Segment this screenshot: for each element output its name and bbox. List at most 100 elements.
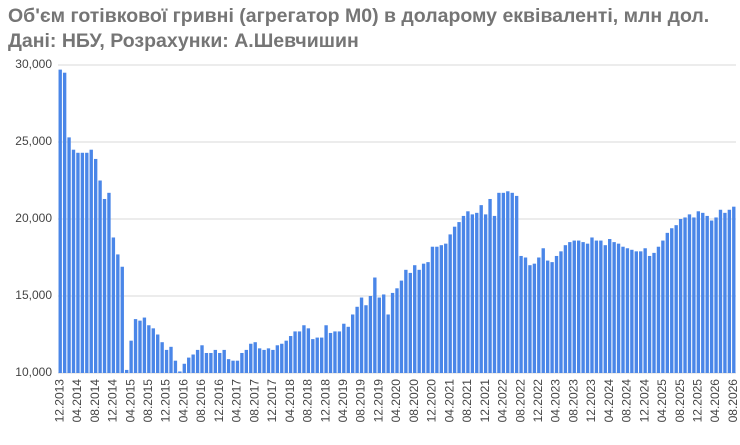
x-tick-label: 12.2025	[691, 379, 705, 423]
bar	[594, 240, 599, 373]
x-tick-label: 04.2024	[602, 379, 616, 423]
bar	[200, 345, 204, 373]
bar	[616, 243, 621, 373]
bar	[723, 212, 727, 373]
bar	[581, 242, 585, 373]
x-tick-label: 08.2015	[141, 379, 155, 423]
bar	[448, 234, 452, 373]
bar	[178, 371, 182, 373]
bar	[147, 325, 151, 373]
x-tick-label: 04.2022	[496, 379, 510, 423]
x-tick-label: 04.2025	[655, 379, 669, 423]
bar	[435, 246, 439, 373]
x-tick-label: 04.2019	[336, 379, 350, 423]
bar	[351, 314, 355, 373]
x-tick-label: 12.2017	[265, 379, 279, 423]
bar	[62, 72, 67, 373]
bar	[519, 255, 523, 373]
bar	[333, 331, 337, 373]
bar	[714, 217, 718, 373]
bar	[612, 242, 616, 373]
bar	[634, 251, 638, 373]
bar	[275, 345, 280, 373]
x-tick-label: 12.2015	[159, 379, 173, 423]
x-tick-label: 12.2019	[371, 379, 385, 423]
bar	[368, 296, 373, 373]
bar	[705, 215, 709, 373]
bar	[284, 340, 288, 373]
bar	[151, 328, 155, 373]
bar	[421, 263, 426, 373]
bar	[226, 359, 231, 373]
x-tick-label: 12.2021	[478, 379, 492, 423]
bar	[541, 248, 545, 373]
x-tick-label: 08.2017	[247, 379, 261, 423]
bar	[506, 191, 510, 373]
x-tick-label: 12.2014	[106, 379, 120, 423]
bar	[67, 137, 71, 373]
x-tick-label: 12.2024	[637, 379, 651, 423]
bar	[160, 342, 164, 373]
bar	[426, 262, 430, 373]
bar	[608, 239, 612, 373]
bar	[262, 349, 266, 373]
bar	[133, 319, 138, 373]
bar	[116, 254, 120, 373]
bar	[257, 348, 262, 373]
bar	[58, 69, 62, 374]
bar	[182, 363, 186, 373]
bar	[297, 331, 302, 373]
bar	[466, 211, 470, 373]
bar	[138, 320, 142, 373]
x-tick-label: 12.2018	[318, 379, 332, 423]
bar	[98, 180, 102, 373]
y-tick-label: 25,000	[15, 134, 52, 148]
bar	[563, 245, 568, 373]
bar	[271, 349, 275, 373]
bar	[169, 346, 173, 373]
bar	[373, 277, 377, 373]
bar	[342, 323, 346, 373]
bar	[603, 245, 607, 373]
x-tick-label: 12.2023	[584, 379, 598, 423]
bar	[280, 343, 284, 373]
bar	[621, 246, 625, 373]
x-tick-label: 04.2023	[549, 379, 563, 423]
x-tick-label: 04.2014	[70, 379, 84, 423]
x-tick-label: 12.2016	[212, 379, 226, 423]
y-tick-label: 30,000	[15, 57, 52, 71]
bar	[492, 215, 497, 373]
bar	[430, 246, 435, 373]
bar	[195, 349, 200, 373]
bar	[222, 349, 226, 373]
bar	[444, 243, 448, 373]
x-tick-label: 08.2023	[566, 379, 580, 423]
x-tick-label: 04.2017	[230, 379, 244, 423]
bar	[554, 255, 559, 373]
x-tick-label: 08.2025	[673, 379, 687, 423]
x-tick-label: 08.2021	[460, 379, 474, 423]
bar	[670, 228, 674, 373]
bar	[479, 205, 483, 373]
bar	[395, 288, 399, 373]
bar	[585, 243, 590, 373]
x-tick-label: 12.2013	[52, 379, 66, 423]
bar	[125, 369, 129, 373]
bar	[523, 257, 528, 373]
x-tick-label: 08.2020	[407, 379, 421, 423]
bar	[727, 209, 732, 373]
bar	[461, 215, 466, 373]
bar	[665, 232, 669, 373]
bar	[647, 255, 652, 373]
y-tick-label: 15,000	[15, 288, 52, 302]
bar	[630, 249, 634, 373]
bar	[537, 257, 541, 373]
bar	[390, 292, 395, 373]
x-tick-label: 04.2026	[708, 379, 722, 423]
bar	[288, 336, 293, 373]
bar	[386, 314, 390, 373]
bar	[678, 219, 683, 373]
bar	[218, 352, 222, 373]
